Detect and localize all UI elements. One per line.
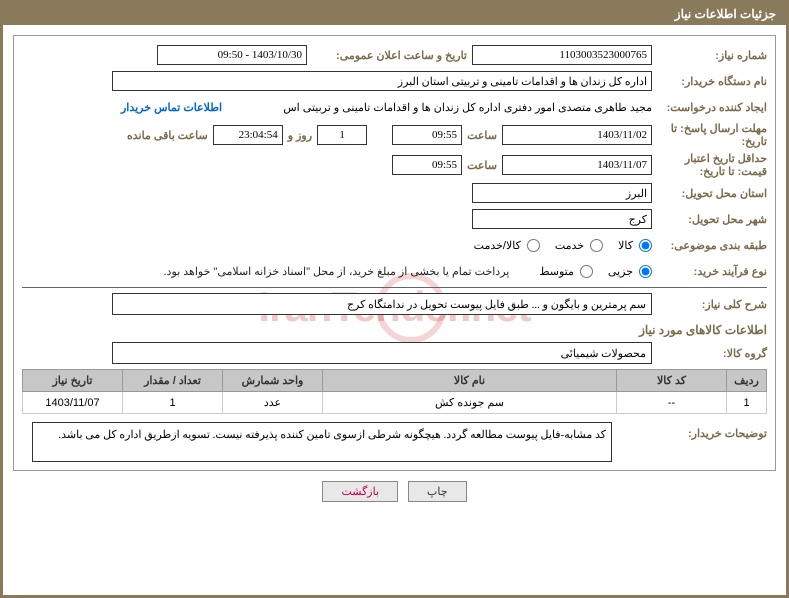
requester-label: ایجاد کننده درخواست: [652,101,767,114]
th-name: نام کالا [323,370,617,392]
pt-medium-label: متوسط [539,265,574,278]
cat-goods-label: کالا [618,239,633,252]
cell-code: -- [617,392,727,414]
time-label-1: ساعت [462,129,502,142]
category-goods-radio[interactable]: کالا [618,239,652,252]
pt-partial-radio[interactable]: جزیی [608,265,652,278]
separator-1 [22,287,767,288]
need-number-value: 1103003523000765 [472,45,652,65]
price-validity-date: 1403/11/07 [502,155,652,175]
print-button[interactable]: چاپ [408,481,467,502]
radio-both[interactable] [527,239,540,252]
cell-qty: 1 [123,392,223,414]
cell-unit: عدد [223,392,323,414]
payment-note: پرداخت تمام یا بخشی از مبلغ خرید، از محل… [164,265,510,278]
back-button[interactable]: بازگشت [322,481,398,502]
announce-date-value: 1403/10/30 - 09:50 [157,45,307,65]
th-code: کد کالا [617,370,727,392]
cell-row: 1 [727,392,767,414]
price-validity-label: حداقل تاریخ اعتبار قیمت: تا تاریخ: [652,152,767,178]
announce-date-label: تاریخ و ساعت اعلان عمومی: [307,49,472,62]
pt-partial-label: جزیی [608,265,633,278]
goods-group-label: گروه کالا: [652,347,767,360]
radio-service[interactable] [590,239,603,252]
purchase-type-label: نوع فرآیند خرید: [652,265,767,278]
radio-goods[interactable] [639,239,652,252]
th-row: ردیف [727,370,767,392]
radio-medium[interactable] [580,265,593,278]
cat-both-label: کالا/خدمت [474,239,521,252]
th-unit: واحد شمارش [223,370,323,392]
response-deadline-label: مهلت ارسال پاسخ: تا تاریخ: [652,122,767,148]
days-label: روز و [283,129,317,142]
goods-group-value: محصولات شیمیائی [112,342,652,364]
cat-service-label: خدمت [555,239,584,252]
category-both-radio[interactable]: کالا/خدمت [474,239,540,252]
pt-medium-radio[interactable]: متوسط [539,265,593,278]
cell-name: سم جونده کش [323,392,617,414]
buyer-contact-link[interactable]: اطلاعات تماس خریدار [121,101,222,114]
price-validity-time: 09:55 [392,155,462,175]
th-date: تاریخ نیاز [23,370,123,392]
buyer-org-label: نام دستگاه خریدار: [652,75,767,88]
response-deadline-date: 1403/11/02 [502,125,652,145]
delivery-province-value: البرز [472,183,652,203]
goods-section-title: اطلاعات کالاهای مورد نیاز [22,323,767,337]
category-service-radio[interactable]: خدمت [555,239,603,252]
notes-text: کد مشابه-فایل پیوست مطالعه گردد. هیچگونه… [32,422,612,462]
requester-value: مجید طاهری متصدی امور دفتری اداره کل زند… [222,101,652,114]
delivery-province-label: استان محل تحویل: [652,187,767,200]
goods-table: ردیف کد کالا نام کالا واحد شمارش تعداد /… [22,369,767,414]
delivery-city-label: شهر محل تحویل: [652,213,767,226]
buyer-org-value: اداره کل زندان ها و اقدامات تامینی و ترب… [112,71,652,91]
delivery-city-value: کرج [472,209,652,229]
category-label: طبقه بندی موضوعی: [652,239,767,252]
window-title: جزئیات اطلاعات نیاز [3,3,786,25]
remaining-label: ساعت باقی مانده [122,129,213,142]
radio-partial[interactable] [639,265,652,278]
remaining-days: 1 [317,125,367,145]
time-label-2: ساعت [462,159,502,172]
remaining-time: 23:04:54 [213,125,283,145]
need-number-label: شماره نیاز: [652,49,767,62]
response-deadline-time: 09:55 [392,125,462,145]
table-row: 1 -- سم جونده کش عدد 1 1403/11/07 [23,392,767,414]
notes-label: توضیحات خریدار: [652,422,767,440]
th-qty: تعداد / مقدار [123,370,223,392]
description-label: شرح کلی نیاز: [652,298,767,311]
description-text: سم پرمترین و بایگون و ... طبق فایل پیوست… [112,293,652,315]
cell-date: 1403/11/07 [23,392,123,414]
